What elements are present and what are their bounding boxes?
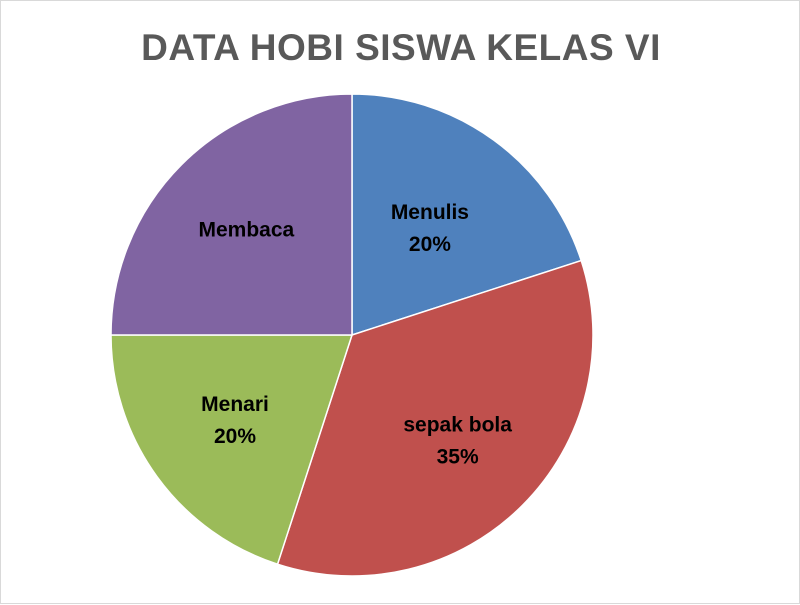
pie-slices bbox=[110, 93, 594, 577]
chart-title: DATA HOBI SISWA KELAS VI bbox=[141, 27, 661, 68]
slice-label-menari: Menari 20% bbox=[201, 393, 269, 448]
pie-slice-menulis bbox=[351, 93, 583, 337]
pie-slice-sepak-bola bbox=[276, 259, 594, 577]
pie-slice-menari bbox=[110, 334, 354, 566]
slice-label-menulis: Menulis 20% bbox=[391, 201, 469, 256]
slice-label-membaca: Membaca bbox=[198, 218, 294, 241]
slice-label-sepak-bola: sepak bola 35% bbox=[403, 414, 512, 469]
pie-slice-membaca bbox=[110, 93, 353, 336]
pie-labels: Menulis 20% sepak bola 35% Menari 20% Membaca bbox=[198, 201, 512, 469]
